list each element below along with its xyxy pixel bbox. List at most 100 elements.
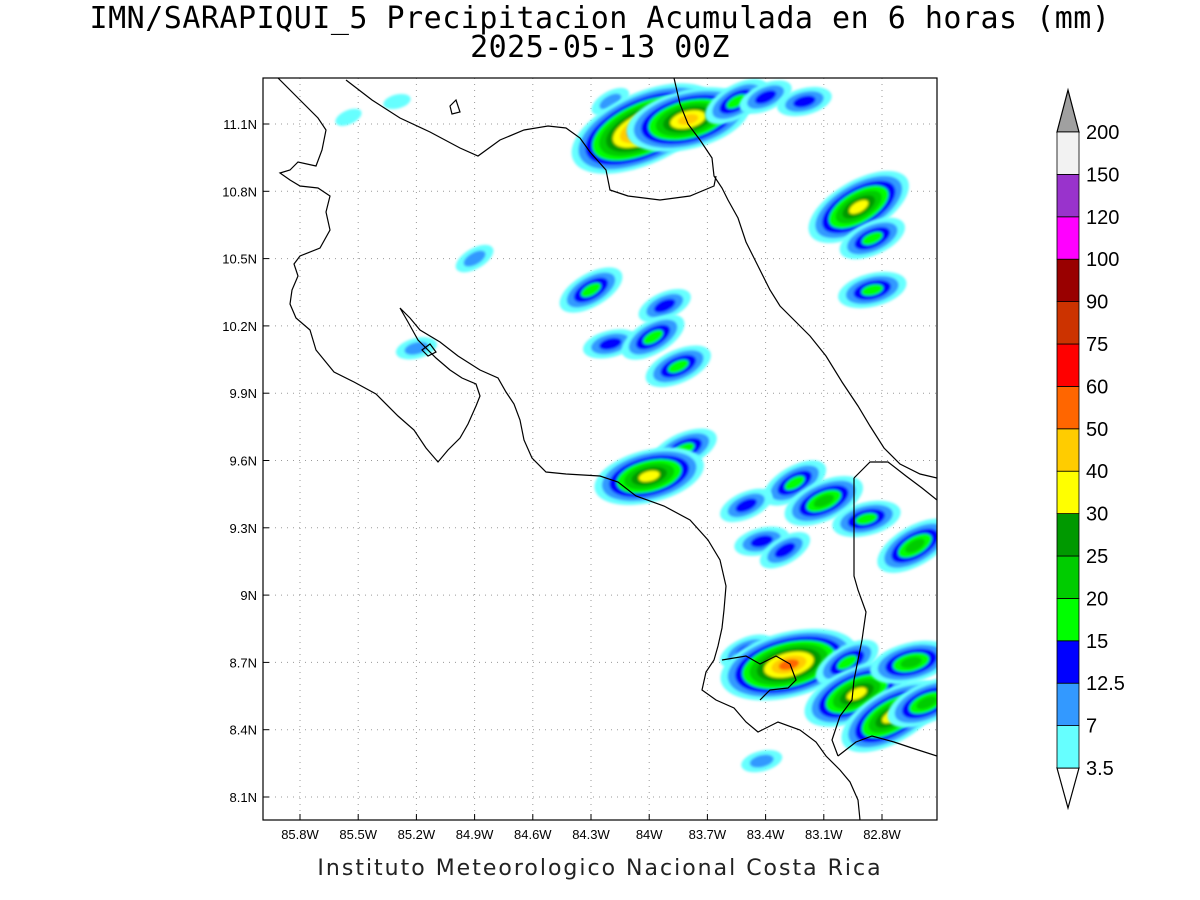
colorbar-swatch <box>1056 513 1080 557</box>
precip-contour <box>813 494 834 508</box>
lon-tick-label: 83.4W <box>747 827 785 842</box>
lake-nicaragua-shore <box>449 98 461 115</box>
precip-cell <box>739 80 792 114</box>
precipitation-field <box>335 78 937 773</box>
lat-tick-label: 10.5N <box>222 252 257 267</box>
costa-rica-coastline <box>277 78 861 820</box>
precip-contour <box>861 284 884 296</box>
colorbar-label: 50 <box>1086 419 1108 441</box>
colorbar-swatch <box>1056 343 1080 387</box>
lat-tick-label: 10.2N <box>222 319 257 334</box>
precip-contour <box>750 535 773 548</box>
colorbar-label: 120 <box>1086 207 1119 229</box>
precip-contour <box>581 282 601 298</box>
colorbar-label: 75 <box>1086 334 1108 356</box>
lon-tick-label: 84.3W <box>572 827 610 842</box>
lat-tick-label: 8.1N <box>230 790 257 805</box>
colorbar-swatch <box>1056 428 1080 472</box>
precip-contour <box>793 95 816 108</box>
precip-cell <box>759 532 811 569</box>
colorbar-swatch <box>1056 640 1080 684</box>
precip-cell <box>839 217 905 260</box>
colorbar-swatch <box>1056 301 1080 345</box>
lat-tick-label: 10.8N <box>222 184 257 199</box>
precip-contour <box>638 470 660 482</box>
colorbar-legend: 3.5 7 12.5 15 20 25 30 40 50 60 75 90 100 120 150 200 <box>1056 87 1125 811</box>
colorbar-swatch <box>1056 216 1080 260</box>
precip-contour <box>726 94 747 109</box>
colorbar-swatch <box>1056 173 1080 218</box>
map-subtitle-date: 2025-05-13 00Z <box>470 30 730 65</box>
axis-labels: 85.8W 85.5W 85.2W 84.9W 84.6W 84.3W 84W 83.7W 83… <box>222 117 901 842</box>
precip-cell <box>383 93 411 110</box>
precip-contour <box>653 298 676 313</box>
precip-cell <box>594 447 704 506</box>
chiriqui-coast <box>837 735 937 757</box>
precip-cell <box>763 460 827 506</box>
precip-contour <box>643 329 664 345</box>
precip-cell <box>720 488 773 523</box>
colorbar-swatch <box>1056 598 1080 642</box>
precip-cell <box>832 500 901 538</box>
precip-contour <box>778 659 800 671</box>
precip-contour <box>905 538 925 553</box>
lon-tick-label: 85.5W <box>339 827 377 842</box>
colorbar-swatch <box>1056 131 1080 175</box>
precip-cell <box>741 749 783 773</box>
map-title: IMN/SARAPIQUI_5 Precipitacion Acumulada … <box>89 1 1111 36</box>
precip-contour <box>463 250 486 267</box>
precip-contour <box>855 513 878 525</box>
precip-contour <box>900 656 922 669</box>
precip-cell <box>559 267 623 313</box>
colorbar-label: 90 <box>1086 292 1108 314</box>
lat-tick-label: 9.3N <box>230 521 257 536</box>
colorbar-swatch <box>1056 258 1080 303</box>
precip-contour <box>916 696 937 710</box>
lon-tick-label: 84.6W <box>514 827 552 842</box>
nicaragua-border <box>345 79 717 201</box>
colorbar-label: 30 <box>1086 504 1108 526</box>
coastline-borders <box>277 78 937 820</box>
precip-cell <box>784 476 864 526</box>
precip-contour <box>749 754 774 768</box>
precip-cell <box>808 170 909 244</box>
precip-contour <box>861 231 883 246</box>
precip-contour <box>599 93 622 110</box>
colorbar-swatch <box>1056 385 1080 430</box>
precip-cell <box>455 244 494 273</box>
precip-cell <box>887 677 937 728</box>
colorbar-label: 12.5 <box>1086 673 1125 695</box>
colorbar-label: 200 <box>1086 122 1119 144</box>
precip-contour <box>754 90 777 104</box>
colorbar-label: 20 <box>1086 588 1108 610</box>
precip-cell <box>870 640 937 685</box>
precip-contour <box>784 475 805 491</box>
precip-cell <box>838 271 907 309</box>
colorbar-label: 3.5 <box>1086 758 1114 780</box>
colorbar-label: 150 <box>1086 164 1119 186</box>
lon-tick-label: 85.8W <box>281 827 319 842</box>
precip-cell <box>777 86 832 117</box>
lon-tick-label: 84W <box>636 827 663 842</box>
caribbean-coastline <box>673 78 937 479</box>
precip-cell <box>645 345 711 388</box>
precip-cell <box>335 108 362 126</box>
precip-contour <box>837 655 858 670</box>
plot-frame <box>262 77 938 821</box>
precip-contour <box>335 108 362 126</box>
lon-tick-label: 83.1W <box>805 827 843 842</box>
colorbar-label: 60 <box>1086 376 1108 398</box>
nicoya-gulf-island <box>421 343 437 357</box>
colorbar-label: 25 <box>1086 546 1108 568</box>
lat-tick-label: 8.4N <box>230 723 257 738</box>
colorbar-label: 40 <box>1086 461 1108 483</box>
lon-tick-label: 85.2W <box>398 827 436 842</box>
lon-tick-label: 83.7W <box>689 827 727 842</box>
precip-cell <box>877 518 937 573</box>
precip-contour <box>774 542 796 558</box>
precip-contour <box>667 359 689 373</box>
panama-border <box>831 461 937 757</box>
precip-contour <box>735 498 757 513</box>
lat-tick-label: 8.7N <box>230 655 257 670</box>
